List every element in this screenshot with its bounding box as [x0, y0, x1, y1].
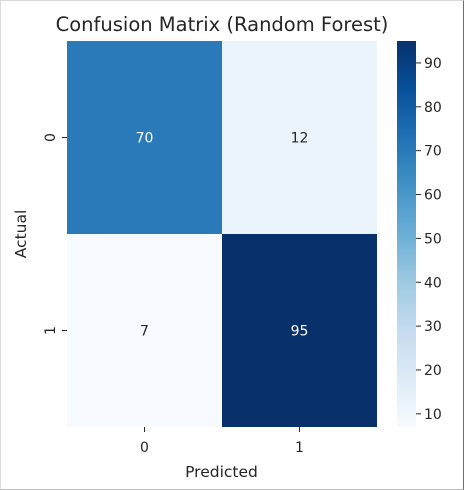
- colorbar-tick-label: 90: [424, 56, 442, 72]
- heatmap-cell: [222, 41, 377, 234]
- colorbar-tick-label: 50: [424, 231, 442, 247]
- cell-value-label: 70: [136, 131, 154, 147]
- colorbar-tick-label: 20: [424, 363, 442, 379]
- colorbar-tick-label: 40: [424, 275, 442, 291]
- colorbar-tick-label: 80: [424, 100, 442, 116]
- heatmap-cell: [67, 234, 222, 427]
- x-tick-label: 1: [295, 440, 304, 456]
- colorbar: [397, 41, 416, 427]
- cell-value-label: 7: [140, 324, 149, 340]
- cell-value-label: 95: [291, 324, 309, 340]
- y-axis-label: Actual: [12, 210, 30, 259]
- y-tick-label: 0: [43, 133, 59, 142]
- cell-value-label: 12: [291, 131, 309, 147]
- x-tick-label: 0: [140, 440, 149, 456]
- colorbar-tick-label: 30: [424, 319, 442, 335]
- colorbar-tick-label: 10: [424, 407, 442, 423]
- y-tick-label: 1: [43, 326, 59, 335]
- heatmap-cell: [67, 41, 222, 234]
- heatmap-cell: [222, 234, 377, 427]
- chart-title: Confusion Matrix (Random Forest): [56, 13, 389, 36]
- heatmap-cells: 70 12 7 95: [67, 41, 377, 427]
- colorbar-ticks: 10 20 30 40 50 60 70 80 90: [416, 56, 442, 423]
- y-axis-ticks: 01: [43, 133, 67, 335]
- colorbar-tick-label: 60: [424, 188, 442, 204]
- x-axis-label: Predicted: [185, 463, 258, 481]
- colorbar-tick-label: 70: [424, 144, 442, 160]
